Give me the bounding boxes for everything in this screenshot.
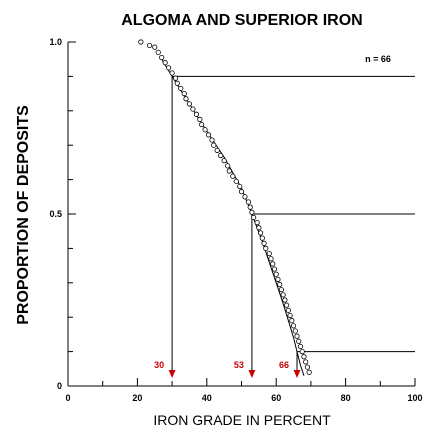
data-point — [198, 121, 205, 128]
fitted-curve — [161, 58, 305, 376]
data-point — [292, 328, 298, 334]
x-tick-label: 0 — [65, 393, 70, 403]
sample-size-annotation: n = 66 — [365, 54, 391, 64]
data-point — [197, 116, 203, 123]
data-point — [249, 209, 255, 215]
data-point — [284, 302, 290, 308]
data-point — [138, 39, 144, 45]
data-point — [304, 364, 311, 370]
data-point — [266, 250, 272, 257]
data-point — [282, 297, 288, 303]
data-point — [190, 106, 196, 112]
data-point — [273, 271, 279, 277]
x-axis-label: IRON GRADE IN PERCENT — [153, 412, 331, 428]
data-point — [178, 85, 184, 92]
x-tick-label: 80 — [341, 393, 351, 403]
x-tick-label: 40 — [202, 393, 212, 403]
x-tick-label: 100 — [407, 393, 422, 403]
percentile-arrow-icon — [293, 370, 301, 378]
data-point — [263, 245, 269, 251]
data-point — [275, 276, 281, 282]
data-point — [211, 142, 217, 148]
data-point — [205, 132, 212, 138]
data-point — [166, 65, 172, 71]
data-point — [257, 230, 264, 236]
data-point — [289, 318, 295, 324]
data-point — [259, 235, 265, 241]
data-point — [218, 152, 224, 159]
plot-area: 0 20 40 60 80 100 0 0.5 1.0 30 53 66 — [49, 37, 422, 403]
data-point — [247, 204, 253, 210]
data-point — [237, 183, 243, 190]
data-point — [209, 137, 215, 143]
data-point — [271, 266, 278, 272]
data-point — [280, 292, 286, 298]
percentile-label: 66 — [279, 360, 289, 370]
y-tick-label: 0.5 — [49, 209, 62, 219]
percentile-label: 30 — [154, 360, 164, 370]
percentile-arrow-icon — [168, 370, 176, 378]
x-tick-label: 20 — [132, 393, 142, 403]
percentile-arrow-icon — [248, 370, 256, 378]
y-axis-label: PROPORTION OF DEPOSITS — [15, 105, 32, 325]
y-tick-label: 0 — [57, 381, 62, 391]
data-point — [278, 287, 285, 293]
data-point — [186, 101, 193, 107]
percentile-label: 53 — [234, 360, 244, 370]
data-point — [299, 348, 305, 355]
data-point — [181, 91, 187, 97]
data-point — [183, 96, 189, 102]
data-point — [254, 220, 260, 226]
data-point — [251, 214, 257, 221]
data-point — [306, 369, 312, 375]
data-point — [290, 323, 297, 329]
data-point — [301, 354, 307, 360]
data-point — [162, 60, 168, 66]
data-point — [238, 189, 245, 195]
data-point — [155, 49, 161, 55]
data-point — [159, 54, 165, 61]
data-point — [230, 173, 236, 179]
data-point — [169, 70, 175, 76]
data-point — [172, 75, 179, 81]
data-point — [277, 281, 283, 288]
data-point — [214, 147, 220, 153]
data-point — [296, 338, 302, 344]
data-point — [146, 42, 153, 49]
data-point — [225, 163, 231, 169]
data-point — [297, 343, 304, 350]
data-point — [242, 194, 248, 200]
data-point — [152, 44, 158, 50]
data-point — [202, 127, 208, 133]
data-point — [193, 111, 199, 117]
data-point — [303, 359, 309, 365]
y-tick-label: 1.0 — [49, 37, 62, 47]
data-point — [285, 307, 291, 313]
data-point — [256, 225, 262, 231]
data-point — [287, 312, 293, 319]
data-point — [221, 158, 227, 164]
data-point — [174, 80, 180, 86]
data-point — [268, 256, 274, 262]
x-tick-label: 60 — [271, 393, 281, 403]
data-point — [245, 199, 252, 205]
data-point — [294, 333, 300, 339]
data-point — [261, 240, 267, 246]
chart-title: ALGOMA AND SUPERIOR IRON — [121, 12, 362, 29]
data-point — [233, 178, 239, 184]
data-point — [226, 168, 232, 174]
data-point — [270, 261, 276, 267]
